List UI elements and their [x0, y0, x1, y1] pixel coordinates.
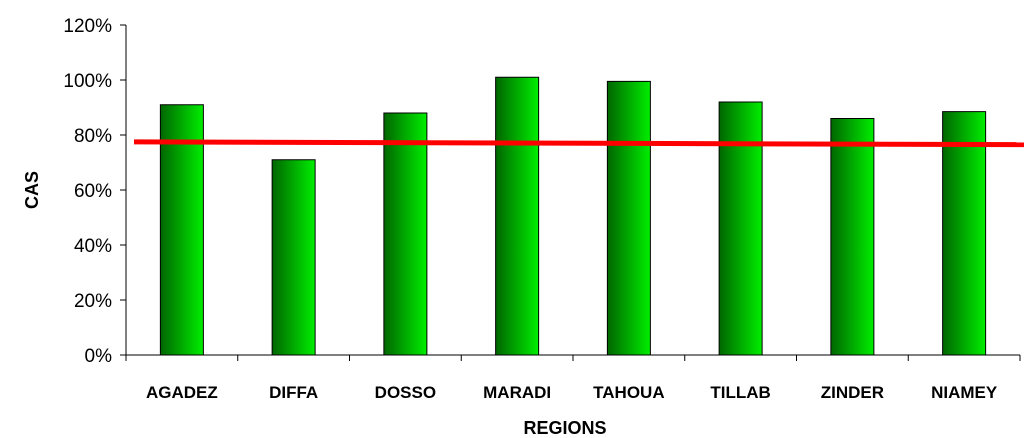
x-tick-label: TAHOUA: [593, 383, 664, 402]
y-tick-label: 80%: [74, 126, 112, 147]
bar-niamey: [942, 111, 987, 356]
y-tick-label: 20%: [74, 291, 112, 312]
x-axis: AGADEZ DIFFA DOSSO MARADI TAHOUA TILLAB ZINDER…: [125, 354, 1021, 402]
x-tick-label: DOSSO: [375, 383, 436, 402]
bar-maradi: [495, 76, 540, 356]
y-tick-label: 0%: [85, 346, 113, 367]
y-tick-label: 40%: [74, 236, 112, 257]
y-tick-label: 60%: [74, 181, 112, 202]
x-tick-label: NIAMEY: [931, 383, 998, 402]
bar-zinder: [830, 118, 875, 356]
y-tick-label: 100%: [63, 71, 112, 92]
reference-line-group: [133, 139, 1024, 148]
bar-tahoua: [606, 80, 651, 356]
x-tick-label: AGADEZ: [146, 383, 218, 402]
x-tick-label: DIFFA: [269, 383, 318, 402]
x-tick-label: TILLAB: [710, 383, 770, 402]
y-tick-label: 120%: [63, 16, 112, 37]
reference-line: [133, 139, 1024, 148]
bars: [159, 76, 987, 356]
x-axis-title: REGIONS: [523, 418, 606, 438]
bar-tillab: [718, 101, 763, 356]
x-tick-label: ZINDER: [821, 383, 884, 402]
y-axis-title: CAS: [22, 171, 42, 209]
y-axis: 0% 20% 40% 60% 80% 100% 120%: [63, 16, 127, 367]
bar-dosso: [383, 112, 428, 356]
bar-diffa: [271, 159, 316, 356]
x-tick-label: MARADI: [483, 383, 551, 402]
bar-agadez: [159, 104, 204, 356]
